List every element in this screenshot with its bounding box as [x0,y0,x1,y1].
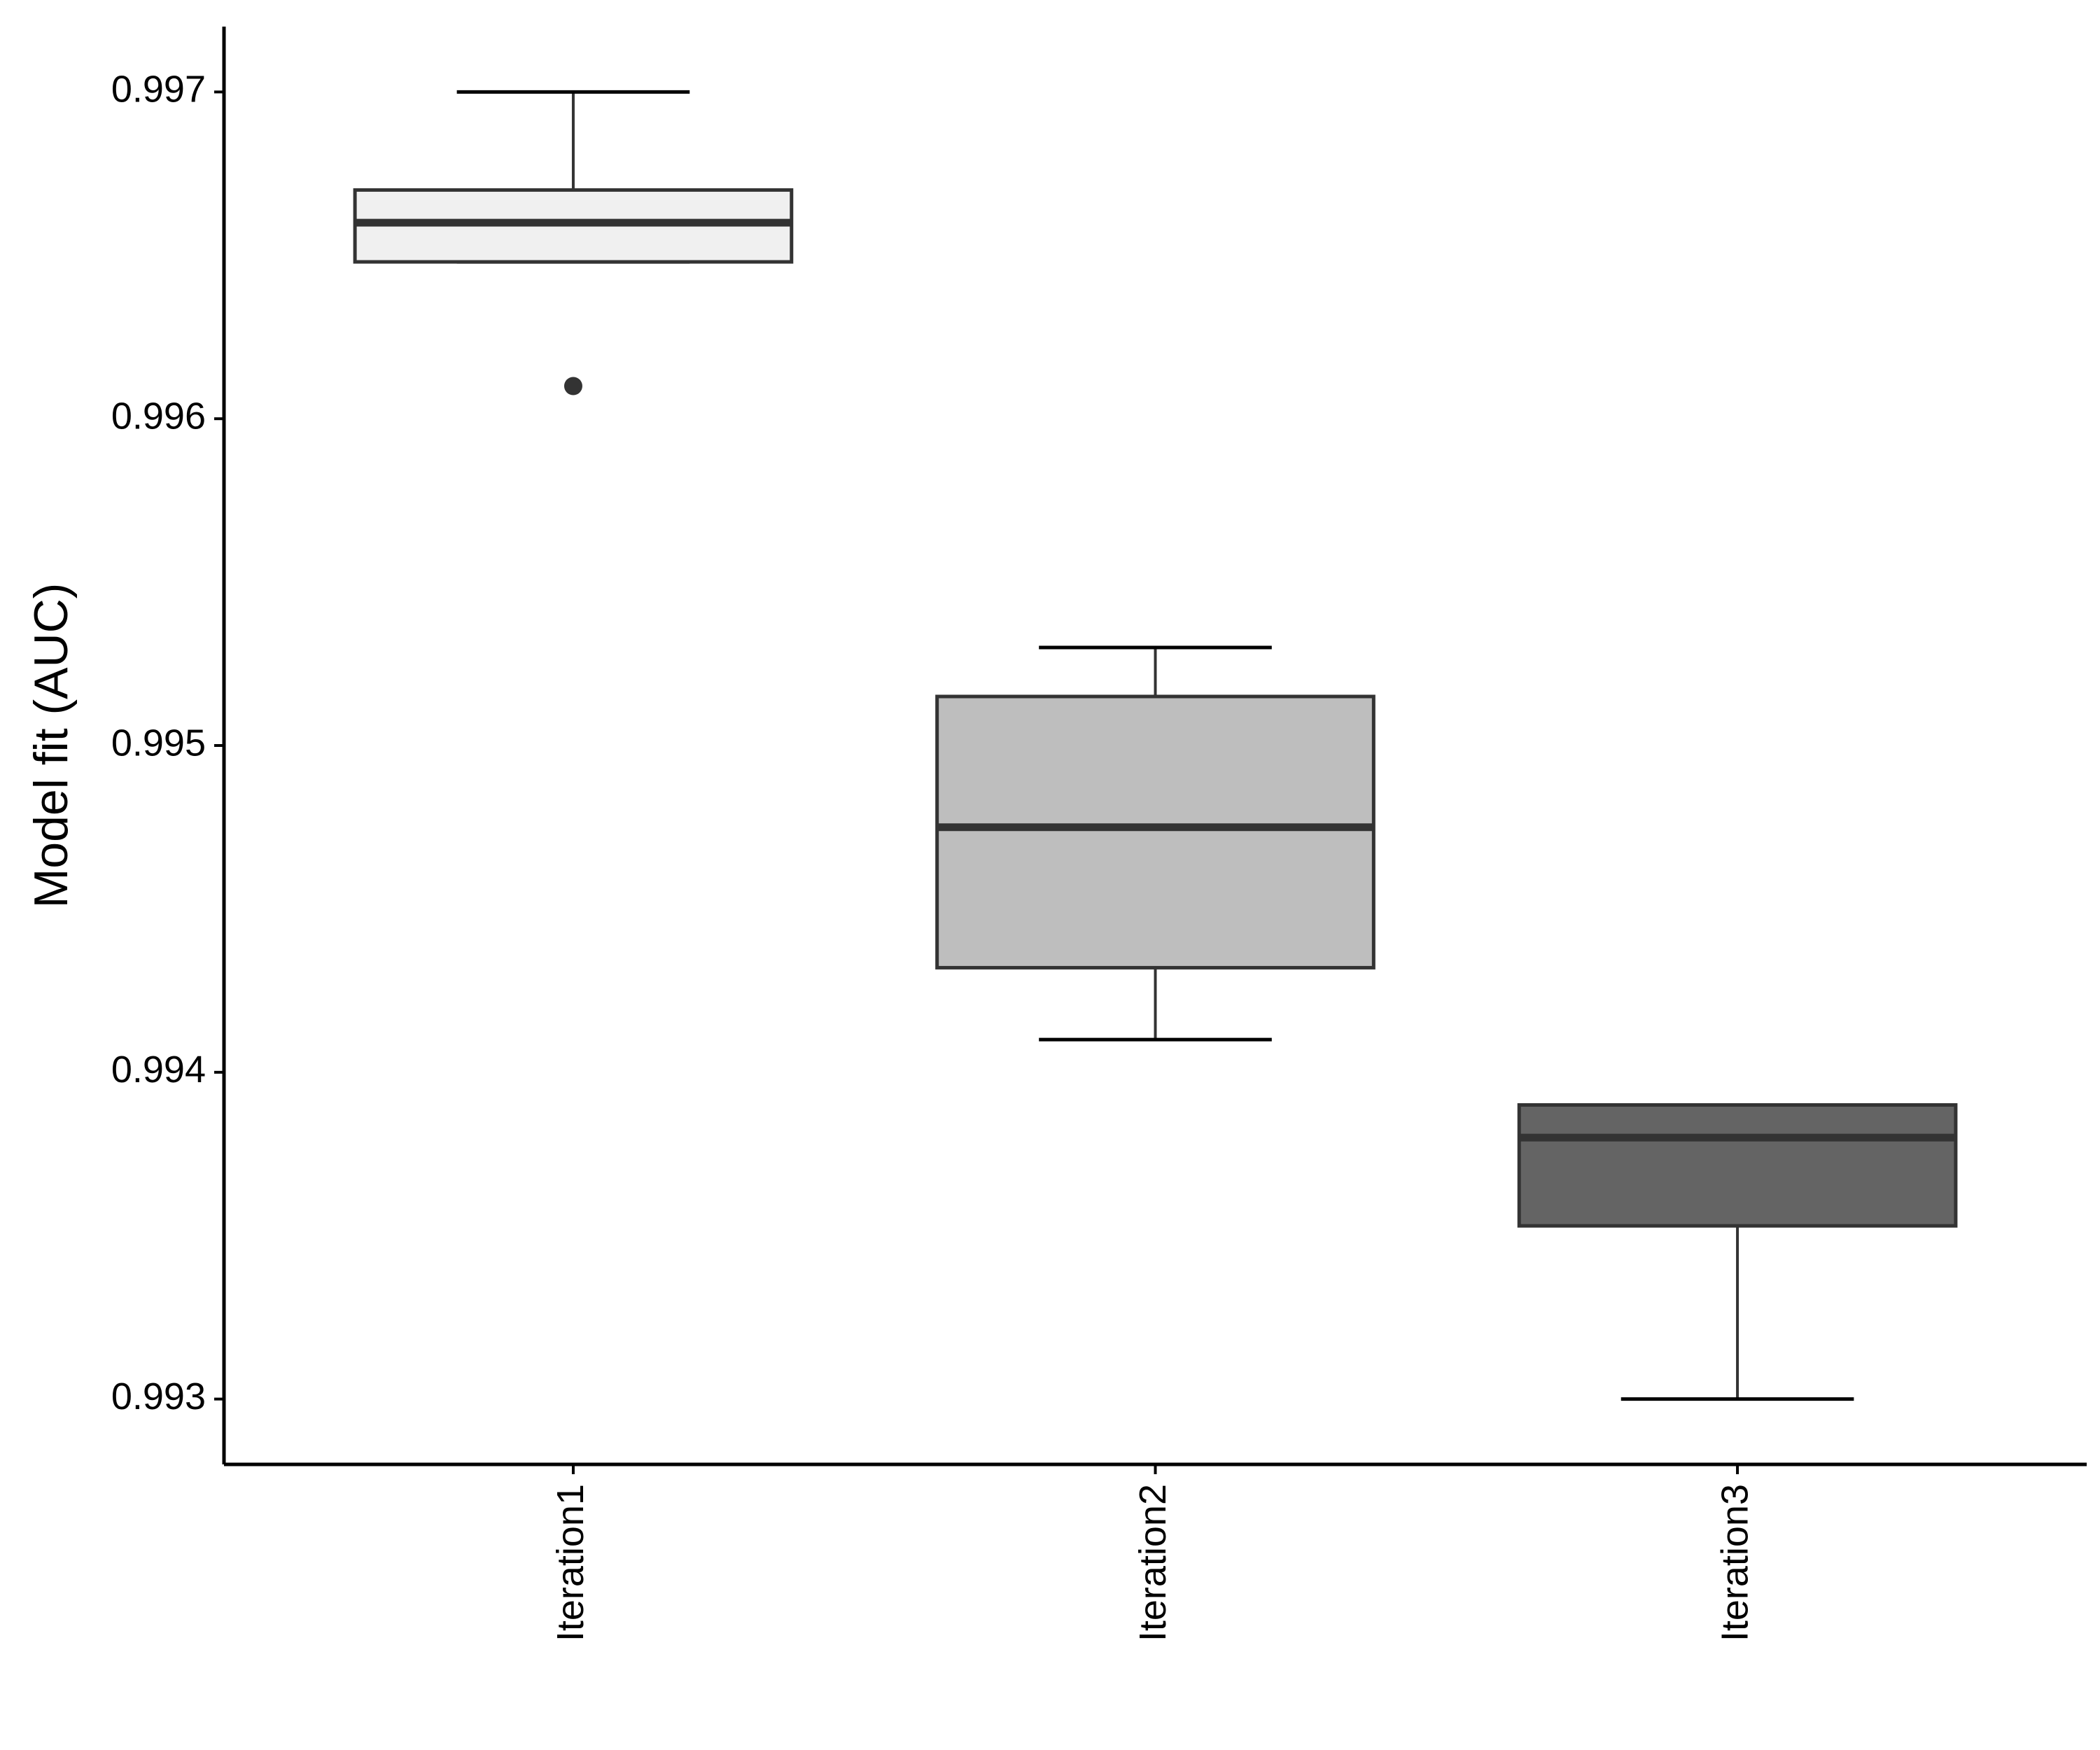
outlier [564,377,582,396]
y-tick-label: 0.993 [111,1376,206,1418]
y-tick-label: 0.997 [111,69,206,111]
box [1517,1103,1958,1228]
x-tick-label: Iteration3 [1714,1484,1756,1642]
y-axis-label: Model fit (AUC) [24,583,78,909]
y-tick-label: 0.995 [111,722,206,764]
y-tick-label: 0.996 [111,395,206,437]
x-tick-label: Iteration2 [1132,1484,1174,1642]
x-tick-label: Iteration1 [550,1484,592,1642]
y-tick-label: 0.994 [111,1049,206,1091]
box [935,694,1376,969]
